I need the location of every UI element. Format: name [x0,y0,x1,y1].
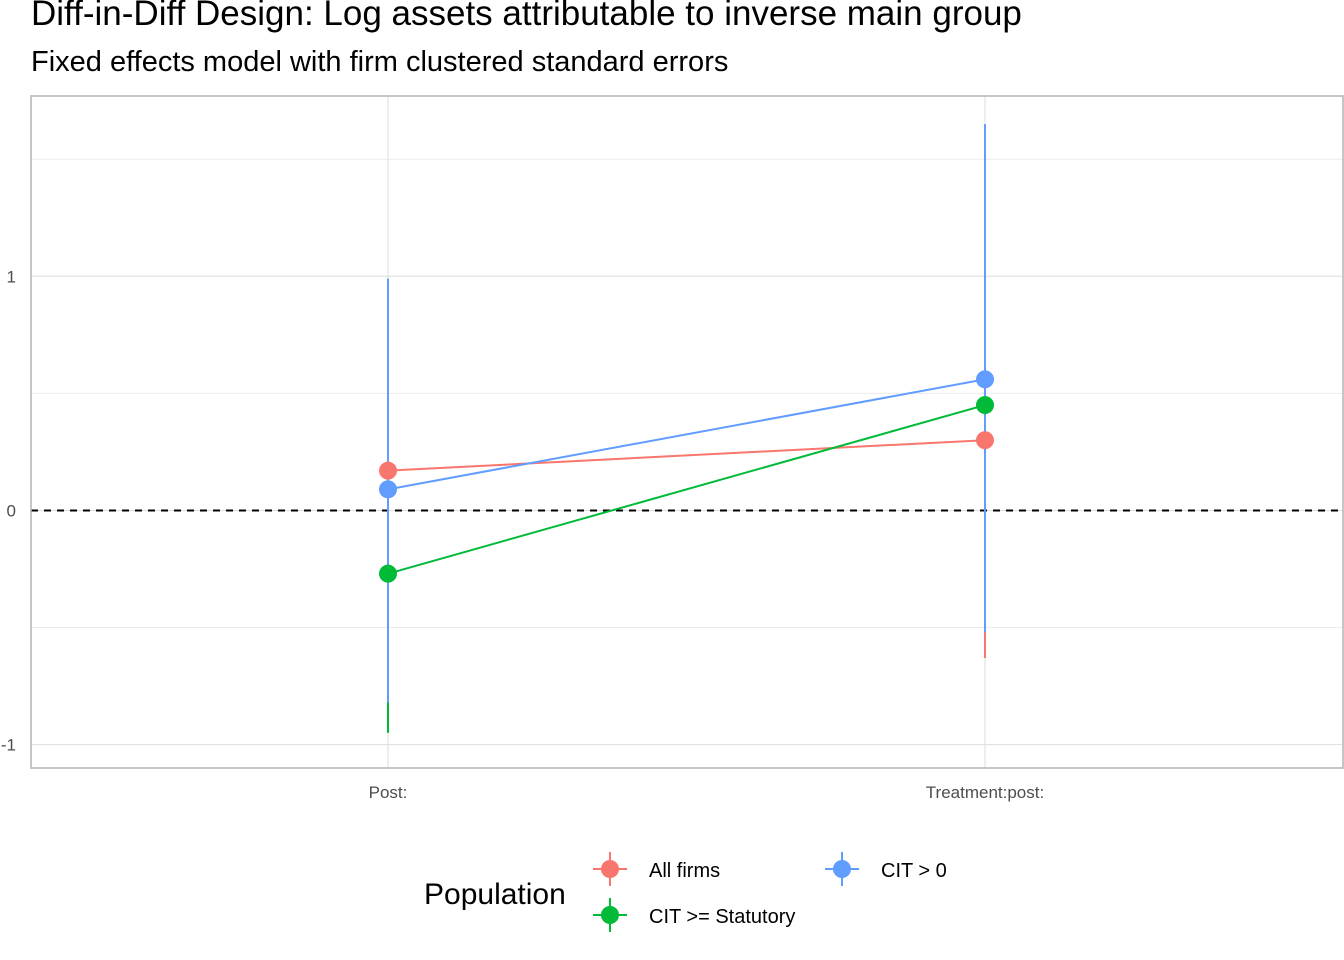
series-line [387,378,986,491]
series-line [387,404,986,575]
legend-key-point [833,860,851,878]
panel-border [30,95,1344,769]
legend-label: All firms [649,860,720,882]
y-tick-label: -1 [1,736,16,755]
legend-label: CIT > 0 [881,860,947,882]
series-line [387,439,986,472]
data-point [976,431,994,450]
data-point [976,396,994,415]
legend-key-point [601,906,619,924]
chart-title: Diff-in-Diff Design: Log assets attribut… [31,0,1022,33]
data-point [379,461,397,480]
data-point [379,480,397,499]
y-tick-label: 0 [7,501,16,520]
legend-title: Population [424,878,566,911]
data-point [976,370,994,389]
y-tick-label: 1 [7,267,16,286]
legend: Population All firms CIT >= Statutory CIT … [424,852,947,932]
x-tick-label: Post: [369,783,408,802]
legend-label: CIT >= Statutory [649,906,795,928]
series-layer [379,124,994,733]
axis-layer: -1 0 1 Post: Treatment:post: [1,267,1044,802]
chart-subtitle: Fixed effects model with firm clustered … [31,46,729,78]
grid-layer [31,96,1343,768]
x-tick-label: Treatment:post: [926,783,1044,802]
data-point [379,564,397,583]
legend-key-point [601,860,619,878]
